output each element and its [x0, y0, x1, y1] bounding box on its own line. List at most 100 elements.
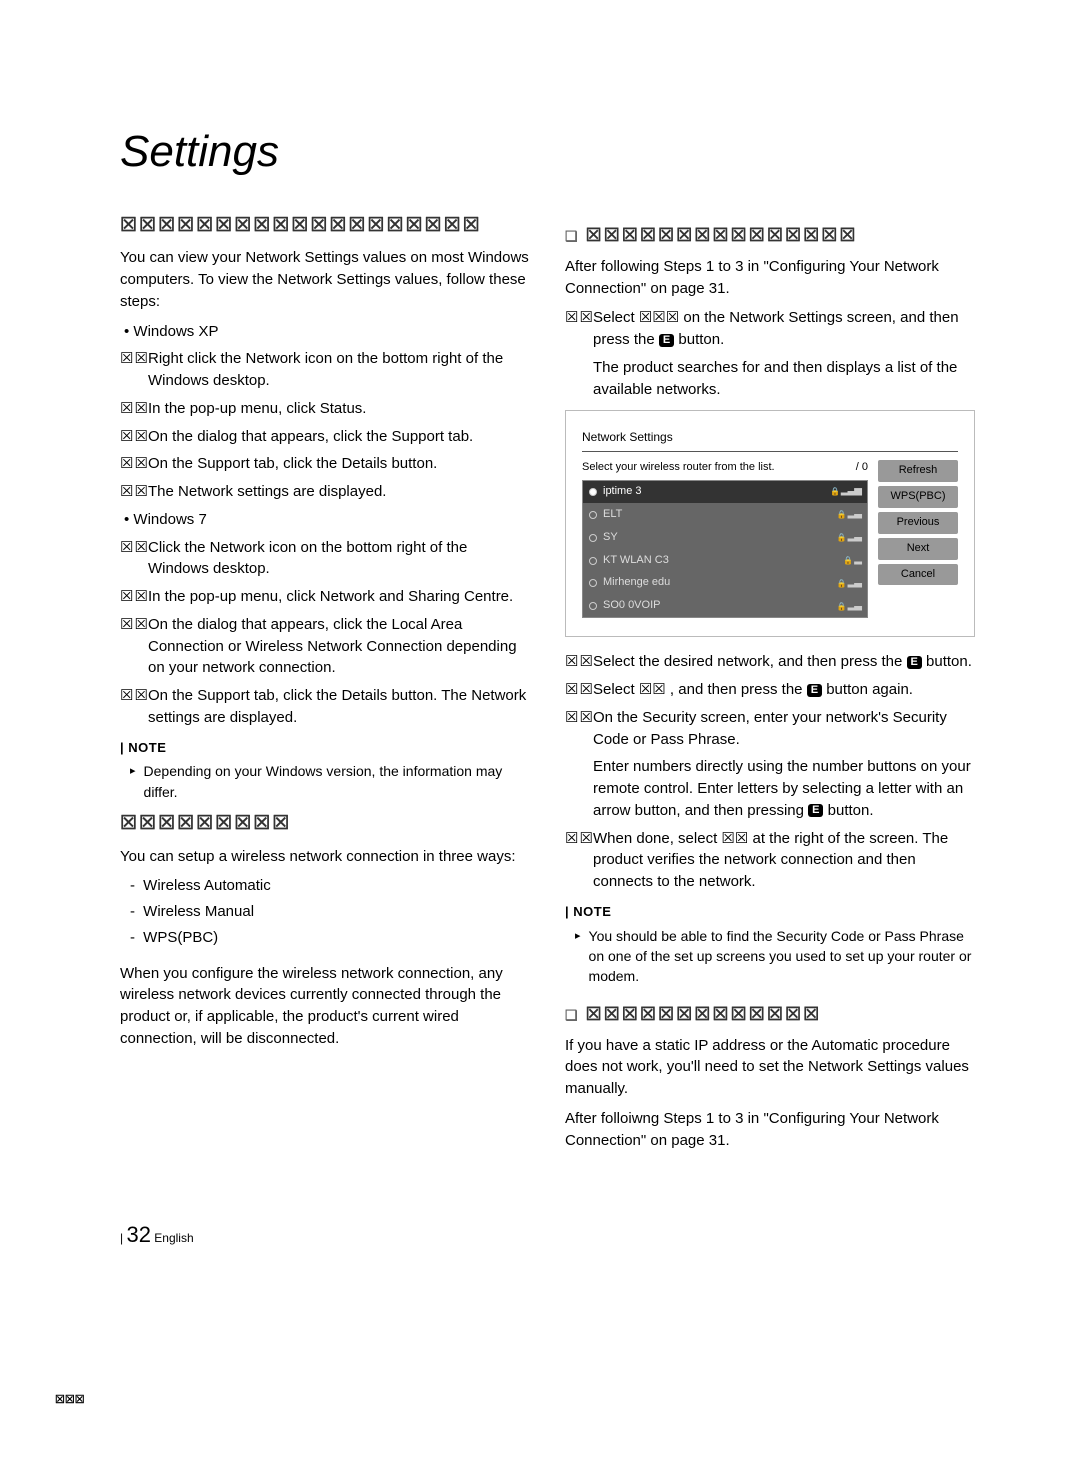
- network-settings-dialog: Network Settings Select your wireless ro…: [565, 410, 975, 637]
- signal-icon: 🔒▂▃: [837, 599, 861, 614]
- step-item: ☒☒On the Support tab, click the Details …: [120, 685, 530, 729]
- step-number: ☒☒: [120, 614, 148, 636]
- step-text: On the dialog that appears, click the Su…: [148, 426, 530, 448]
- edge-mark: ☒☒☒: [55, 1393, 85, 1409]
- enter-icon: E: [808, 804, 823, 817]
- wireless-note: When you configure the wireless network …: [120, 963, 530, 1050]
- enter-icon: E: [907, 656, 922, 669]
- step-text: Right click the Network icon on the bott…: [148, 348, 530, 392]
- step-text: In the pop-up menu, click Network and Sh…: [148, 586, 530, 608]
- network-name: KT WLAN C3: [603, 553, 669, 569]
- page-title: Settings: [120, 120, 975, 184]
- dash-item: Wireless Automatic: [120, 875, 530, 897]
- dash-item: WPS(PBC): [120, 927, 530, 949]
- network-name: ELT: [603, 507, 622, 523]
- step-text: On the dialog that appears, click the Lo…: [148, 614, 530, 679]
- note-label: NOTE: [565, 903, 975, 922]
- two-column-layout: ☒☒☒☒☒☒☒☒☒☒☒☒☒☒☒☒☒☒☒ You can view your Ne…: [120, 208, 975, 1160]
- network-name: SO0 0VOIP: [603, 598, 660, 614]
- wpspbc-button[interactable]: WPS(PBC): [878, 486, 958, 508]
- step-item: ☒☒In the pop-up menu, click Status.: [120, 398, 530, 420]
- network-row[interactable]: SO0 0VOIP 🔒▂▃: [583, 595, 867, 617]
- step-item: ☒☒ When done, select ☒☒ at the right of …: [565, 828, 975, 893]
- step-text: When done, select ☒☒ at the right of the…: [593, 828, 975, 893]
- enter-icon: E: [807, 684, 822, 697]
- step-item: ☒☒Click the Network icon on the bottom r…: [120, 537, 530, 581]
- network-list: iptime 3🔒▂▃▅ ELT 🔒▂▃ SY 🔒▂▃ KT WLAN C3 🔒▂ Mirhe…: [582, 480, 868, 619]
- sub-heading-manual: ☒☒☒☒☒☒☒☒☒☒☒☒☒: [565, 1001, 975, 1027]
- network-row[interactable]: Mirhenge edu 🔒▂▃: [583, 572, 867, 595]
- step-text: On the Support tab, click the Details bu…: [148, 453, 530, 475]
- step-number: ☒☒: [120, 537, 148, 559]
- step-item: ☒☒On the Support tab, click the Details …: [120, 453, 530, 475]
- step-continuation: Enter numbers directly using the number …: [593, 756, 975, 821]
- step-item: ☒☒Right click the Network icon on the bo…: [120, 348, 530, 392]
- radio-icon: [589, 602, 597, 610]
- step-number: ☒☒: [120, 453, 148, 475]
- section-heading-wireless: ☒☒☒☒☒☒☒☒☒: [120, 810, 530, 838]
- page-number: | 32 English: [120, 1219, 194, 1251]
- network-name: SY: [603, 530, 618, 546]
- left-column: ☒☒☒☒☒☒☒☒☒☒☒☒☒☒☒☒☒☒☒ You can view your Ne…: [120, 208, 530, 1160]
- signal-icon: 🔒▂▃: [837, 576, 861, 591]
- next-button[interactable]: Next: [878, 538, 958, 560]
- step-text: Click the Network icon on the bottom rig…: [148, 537, 530, 581]
- cancel-button[interactable]: Cancel: [878, 564, 958, 586]
- dash-item: Wireless Manual: [120, 901, 530, 923]
- refresh-button[interactable]: Refresh: [878, 460, 958, 482]
- note-label: NOTE: [120, 739, 530, 758]
- step-number: ☒☒: [120, 481, 148, 503]
- manual-p2: After folloiwng Steps 1 to 3 in "Configu…: [565, 1108, 975, 1152]
- network-name: Mirhenge edu: [603, 575, 670, 591]
- step-text: Select the desired network, and then pre…: [593, 651, 975, 673]
- note-text: You should be able to find the Security …: [589, 926, 975, 987]
- radio-icon: [589, 579, 597, 587]
- signal-icon: 🔒▂: [843, 553, 861, 568]
- step-item: ☒☒The Network settings are displayed.: [120, 481, 530, 503]
- radio-icon: [589, 557, 597, 565]
- note-item: You should be able to find the Security …: [575, 926, 975, 987]
- note-text: Depending on your Windows version, the i…: [144, 761, 530, 802]
- bullet-windows-xp: Windows XP: [120, 321, 530, 343]
- signal-icon: 🔒▂▃: [837, 530, 861, 545]
- step-number: ☒☒: [120, 586, 148, 608]
- previous-button[interactable]: Previous: [878, 512, 958, 534]
- section-heading-getting-values: ☒☒☒☒☒☒☒☒☒☒☒☒☒☒☒☒☒☒☒: [120, 212, 530, 240]
- step-continuation: The product searches for and then displa…: [593, 357, 975, 401]
- network-row[interactable]: ELT 🔒▂▃: [583, 504, 867, 527]
- note-item: Depending on your Windows version, the i…: [130, 761, 530, 802]
- step-item: ☒☒On the dialog that appears, click the …: [120, 614, 530, 679]
- network-row[interactable]: KT WLAN C3 🔒▂: [583, 550, 867, 573]
- step-number: ☒☒: [565, 679, 593, 701]
- dialog-buttons: Refresh WPS(PBC) Previous Next Cancel: [878, 460, 958, 619]
- wireless-intro: You can setup a wireless network connect…: [120, 846, 530, 868]
- step-number: ☒☒: [565, 307, 593, 329]
- network-row[interactable]: iptime 3🔒▂▃▅: [583, 481, 867, 504]
- right-column: ☒☒☒☒☒☒☒☒☒☒☒☒☒☒☒ After following Steps 1 …: [565, 208, 975, 1160]
- step-text: In the pop-up menu, click Status.: [148, 398, 530, 420]
- dialog-title: Network Settings: [582, 429, 958, 451]
- step-text: Select ☒☒☒ on the Network Settings scree…: [593, 307, 975, 351]
- signal-icon: 🔒▂▃▅: [830, 484, 861, 499]
- signal-icon: 🔒▂▃: [837, 507, 861, 522]
- step-text: Select ☒☒ , and then press the E button …: [593, 679, 975, 701]
- network-row[interactable]: SY 🔒▂▃: [583, 527, 867, 550]
- radio-icon: [589, 511, 597, 519]
- step-number: ☒☒: [565, 707, 593, 729]
- step-item: ☒☒On the dialog that appears, click the …: [120, 426, 530, 448]
- step-item: ☒☒ Select ☒☒☒ on the Network Settings sc…: [565, 307, 975, 351]
- step-item: ☒☒ On the Security screen, enter your ne…: [565, 707, 975, 751]
- page-footer: | 32 English: [120, 1219, 975, 1251]
- step-text: On the Support tab, click the Details bu…: [148, 685, 530, 729]
- intro-right: After following Steps 1 to 3 in "Configu…: [565, 256, 975, 300]
- step-number: ☒☒: [120, 685, 148, 707]
- radio-icon: [589, 488, 597, 496]
- intro-text: You can view your Network Settings value…: [120, 247, 530, 312]
- step-item: ☒☒ Select ☒☒ , and then press the E butt…: [565, 679, 975, 701]
- step-text: On the Security screen, enter your netwo…: [593, 707, 975, 751]
- step-number: ☒☒: [565, 651, 593, 673]
- step-text: The Network settings are displayed.: [148, 481, 530, 503]
- enter-icon: E: [659, 334, 674, 347]
- sub-heading-auto: ☒☒☒☒☒☒☒☒☒☒☒☒☒☒☒: [565, 222, 975, 248]
- step-number: ☒☒: [120, 426, 148, 448]
